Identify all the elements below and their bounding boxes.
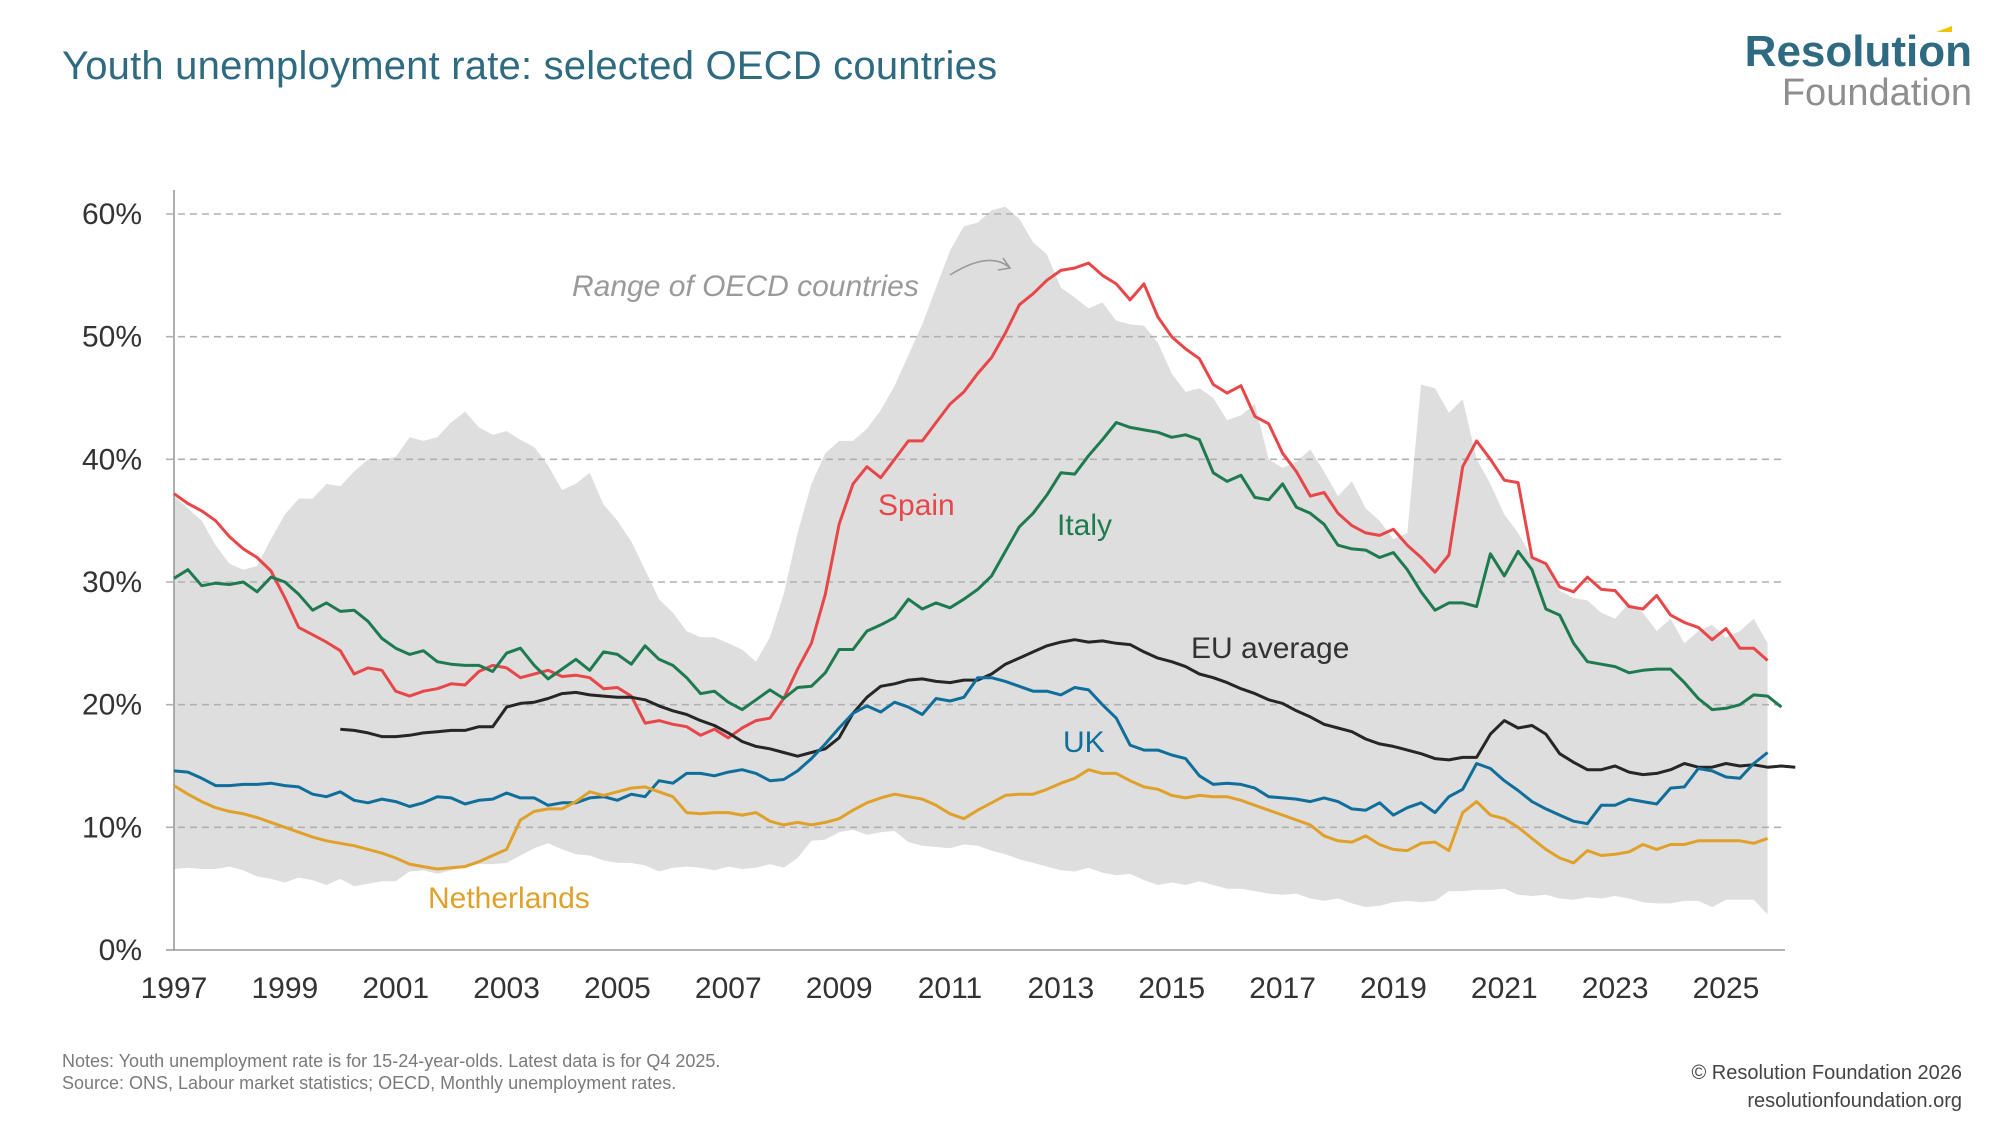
annotation-arrow-icon [949, 259, 1011, 276]
series-labels: Spain Italy EU average UK Netherlands Range o… [428, 257, 1349, 915]
x-tick-label: 2025 [1693, 972, 1760, 1005]
notes-text: Notes: Youth unemployment rate is for 15… [62, 1051, 721, 1071]
y-tick-label: 40% [82, 443, 142, 476]
series-line-italy [173, 421, 1783, 712]
y-tick-label: 10% [82, 811, 142, 844]
logo-line1: Resolution [1744, 26, 1972, 76]
x-tick-label: 2013 [1027, 972, 1094, 1005]
y-tick-label: 60% [82, 198, 142, 231]
x-tick-label: 2015 [1138, 972, 1205, 1005]
series-line-eu-average [340, 638, 1796, 777]
series-label-netherlands: Netherlands [428, 882, 590, 915]
series-label-spain: Spain [878, 489, 955, 522]
logo-line1-text: Resolution [1744, 27, 1972, 76]
axes: 0% 10% 20% 30% 40% 50% 60% 1997 1999 2001 2003 2005… [82, 190, 1785, 1005]
oecd-range-band-layer [174, 206, 1768, 915]
chart-credit: © Resolution Foundation 2026 resolutionf… [1692, 1059, 1962, 1115]
series-label-uk: UK [1063, 726, 1105, 759]
chart-title: Youth unemployment rate: selected OECD c… [62, 44, 998, 88]
series-line-spain [173, 261, 1769, 740]
x-tick-label: 2017 [1249, 972, 1316, 1005]
series-lines [173, 261, 1796, 871]
copyright-text: © Resolution Foundation 2026 [1691, 1062, 1962, 1084]
series-line-netherlands [173, 768, 1769, 871]
x-tick-label: 2021 [1471, 972, 1538, 1005]
resolution-foundation-logo: Resolution Foundation [1744, 26, 1972, 114]
source-text: Source: ONS, Labour market statistics; O… [62, 1073, 677, 1093]
series-label-italy: Italy [1057, 509, 1112, 542]
website-link[interactable]: resolutionfoundation.org [1747, 1090, 1962, 1112]
y-tick-label: 0% [99, 934, 142, 967]
x-tick-label: 2011 [918, 972, 983, 1005]
oecd-range-band [174, 206, 1768, 915]
x-tick-label: 1997 [141, 972, 208, 1005]
logo-accent-icon [1936, 26, 1952, 32]
x-tick-label: 1999 [251, 972, 318, 1005]
x-tick-label: 2019 [1360, 972, 1427, 1005]
y-tick-label: 50% [82, 321, 142, 354]
x-tick-label: 2007 [695, 972, 762, 1005]
annotation-arrowhead-icon [997, 257, 1012, 271]
oecd-range-annotation: Range of OECD countries [572, 270, 919, 303]
y-tick-label: 30% [82, 566, 142, 599]
chart-notes: Notes: Youth unemployment rate is for 15… [62, 1050, 720, 1094]
series-line-uk [173, 676, 1769, 826]
x-tick-label: 2001 [362, 972, 429, 1005]
x-tick-label: 2005 [584, 972, 651, 1005]
y-tick-label: 20% [82, 689, 142, 722]
x-tick-label: 2003 [473, 972, 540, 1005]
series-label-eu-average: EU average [1191, 632, 1349, 665]
x-tick-label: 2023 [1582, 972, 1649, 1005]
logo-line2: Foundation [1781, 72, 1972, 114]
x-tick-label: 2009 [806, 972, 873, 1005]
gridlines [166, 213, 1785, 829]
